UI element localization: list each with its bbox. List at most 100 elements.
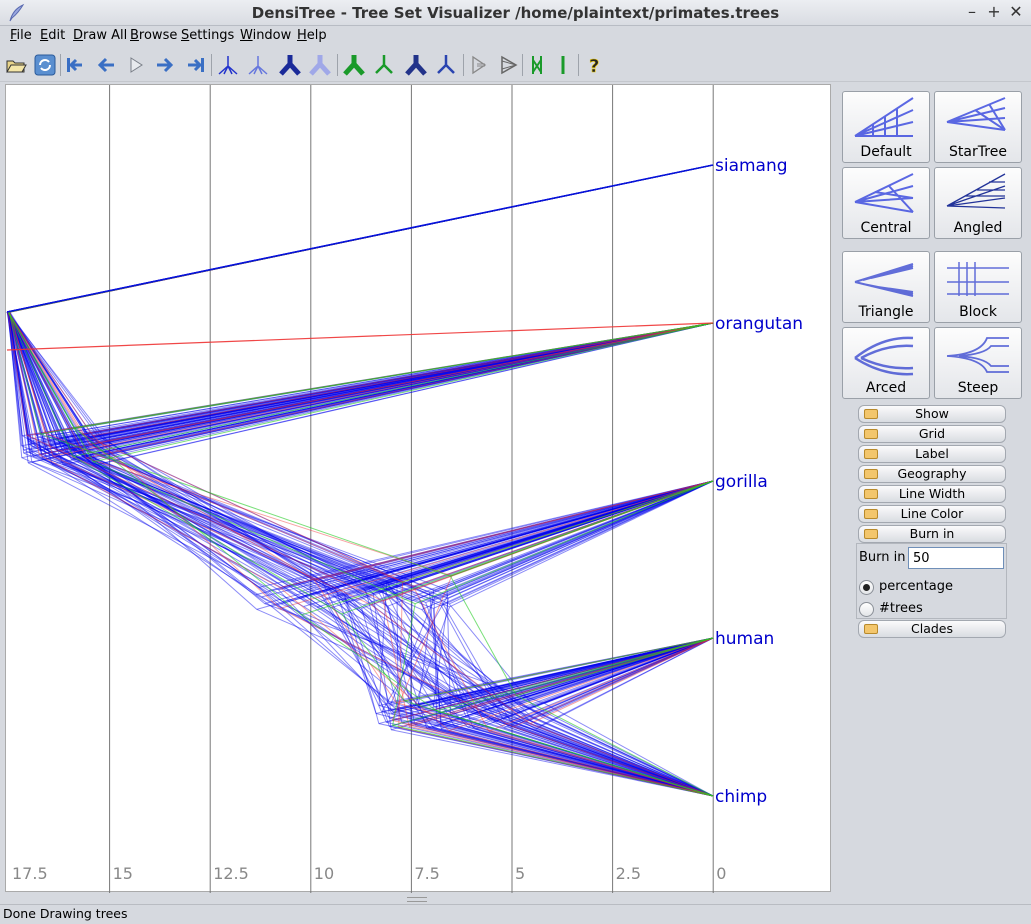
expand-icon[interactable] — [496, 52, 522, 78]
angled-shape-button[interactable]: Angled — [934, 167, 1022, 239]
central-shape-button[interactable]: Central — [842, 167, 930, 239]
tree-edge — [327, 480, 714, 589]
tree-edge — [460, 706, 714, 797]
collapse-icon[interactable] — [467, 52, 493, 78]
block-shape-button[interactable]: Block — [934, 251, 1022, 323]
single-bar-icon[interactable] — [550, 52, 576, 78]
tree-edge — [9, 311, 53, 448]
tree-edge — [255, 480, 714, 596]
first-icon[interactable] — [62, 52, 88, 78]
tree-edge — [529, 637, 714, 721]
triangle-shape-button[interactable]: Triangle — [842, 251, 930, 323]
tree-edge — [465, 715, 714, 797]
tree-edge — [426, 727, 714, 797]
help-icon[interactable]: ? — [582, 52, 608, 78]
tree-edge — [441, 480, 714, 607]
tree-edge — [67, 322, 714, 443]
tree-edge — [44, 445, 272, 607]
tree-edge — [7, 311, 32, 443]
trees-radio[interactable] — [859, 602, 874, 617]
menu-draw-all[interactable]: Draw All — [73, 28, 128, 43]
arced-shape-button[interactable]: Arced — [842, 327, 930, 399]
menu-file[interactable]: File — [10, 28, 32, 43]
tree-blue-small-icon[interactable] — [433, 52, 459, 78]
tree-edge — [72, 322, 714, 454]
tree-lavender-icon[interactable] — [307, 52, 333, 78]
maximize-button[interactable]: + — [987, 2, 1001, 21]
tree-edge — [449, 730, 714, 797]
section-burn-in[interactable]: Burn in — [858, 525, 1006, 543]
splitter-grip[interactable] — [407, 897, 427, 902]
tree-edge — [391, 710, 714, 797]
tree-edge — [42, 456, 383, 593]
steep-shape-button[interactable]: Steep — [934, 327, 1022, 399]
tree-edge — [381, 595, 449, 712]
default-shape-button[interactable]: Default — [842, 91, 930, 163]
tree-edge — [52, 322, 714, 457]
tree-edge — [336, 586, 443, 702]
close-button[interactable]: ✕ — [1009, 2, 1023, 21]
burn-in-input[interactable] — [908, 547, 1004, 569]
tree-edge — [327, 587, 418, 706]
tree-edge — [35, 434, 381, 584]
tree-edge — [7, 311, 92, 443]
tree-edge — [22, 435, 302, 598]
section-grid[interactable]: Grid — [858, 425, 1006, 443]
tree-edge — [393, 637, 714, 713]
window-title: DensiTree - Tree Set Visualizer /home/pl… — [251, 4, 780, 22]
tree-green-icon[interactable] — [341, 52, 367, 78]
open-icon[interactable] — [3, 52, 29, 78]
section-clades[interactable]: Clades — [858, 620, 1006, 638]
menu-browse[interactable]: Browse — [130, 28, 178, 43]
tree-edge — [31, 461, 389, 596]
next-icon[interactable] — [152, 52, 178, 78]
section-show[interactable]: Show — [858, 405, 1006, 423]
block-label: Block — [959, 304, 997, 320]
tree-navy-icon[interactable] — [403, 52, 429, 78]
tree-edge — [477, 637, 714, 713]
refresh-icon[interactable] — [32, 52, 58, 78]
play-icon[interactable] — [123, 52, 149, 78]
menu-settings[interactable]: Settings — [181, 28, 235, 43]
tree-edge — [258, 586, 398, 711]
section-line-color[interactable]: Line Color — [858, 505, 1006, 523]
tree-edge — [541, 637, 714, 718]
parallel-green-icon[interactable] — [524, 52, 550, 78]
tree-edge — [391, 637, 714, 712]
tree-edge — [7, 312, 62, 443]
tree-edge — [23, 449, 345, 597]
tree-edge — [396, 637, 714, 711]
tree-blue-light-icon[interactable] — [245, 52, 271, 78]
menu-edit[interactable]: Edit — [40, 28, 66, 43]
tree-edge — [479, 703, 714, 797]
tree-edge — [6, 311, 86, 457]
tree-edge — [40, 322, 714, 435]
last-icon[interactable] — [183, 52, 209, 78]
tree-edge — [6, 311, 89, 462]
tree-blue-icon[interactable] — [215, 52, 241, 78]
tree-edge — [301, 480, 714, 616]
minimize-button[interactable]: – — [968, 2, 976, 21]
section-line-width[interactable]: Line Width — [858, 485, 1006, 503]
tree-canvas[interactable]: 17.5 15 12.5 10 7.5 5 2.5 0 siamang orangutan gor… — [5, 84, 831, 893]
axis-tick-label: 5 — [515, 864, 525, 883]
tree-edge — [304, 595, 474, 707]
tree-edge — [303, 480, 714, 608]
tree-edge — [7, 311, 63, 451]
percentage-radio[interactable] — [859, 580, 874, 595]
tree-green-light-icon[interactable] — [371, 52, 397, 78]
startree-shape-button[interactable]: StarTree — [934, 91, 1022, 163]
tree-edge — [452, 702, 714, 797]
tree-edge — [356, 592, 527, 723]
tree-edge — [61, 322, 714, 449]
tree-edge — [73, 457, 450, 608]
tree-edge — [488, 730, 714, 797]
prev-icon[interactable] — [93, 52, 119, 78]
section-label[interactable]: Label — [858, 445, 1006, 463]
tree-edge — [39, 454, 281, 589]
tree-edge — [86, 322, 714, 459]
menu-help[interactable]: Help — [297, 28, 327, 43]
tree-dark-blue-icon[interactable] — [277, 52, 303, 78]
menu-window[interactable]: Window — [240, 28, 292, 43]
section-geography[interactable]: Geography — [858, 465, 1006, 483]
